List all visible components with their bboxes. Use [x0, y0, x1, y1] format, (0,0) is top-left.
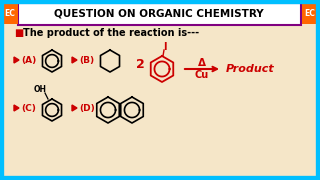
Text: (A): (A) — [21, 55, 36, 64]
Polygon shape — [14, 105, 19, 111]
Text: EC: EC — [305, 10, 316, 19]
FancyBboxPatch shape — [18, 3, 301, 25]
Text: Product: Product — [226, 64, 275, 74]
Text: I: I — [163, 42, 167, 52]
Text: OH: OH — [34, 86, 46, 94]
Text: (D): (D) — [79, 103, 95, 112]
Text: EC: EC — [4, 10, 15, 19]
Polygon shape — [72, 105, 77, 111]
FancyBboxPatch shape — [302, 4, 318, 24]
Text: (C): (C) — [21, 103, 36, 112]
Text: (B): (B) — [79, 55, 94, 64]
FancyArrowPatch shape — [185, 67, 217, 71]
Polygon shape — [72, 57, 77, 63]
Text: QUESTION ON ORGANIC CHEMISTRY: QUESTION ON ORGANIC CHEMISTRY — [54, 9, 264, 19]
Text: Cu: Cu — [195, 70, 209, 80]
Text: ■: ■ — [14, 28, 23, 38]
Text: 2: 2 — [136, 58, 144, 71]
Polygon shape — [14, 57, 19, 63]
Text: The product of the reaction is---: The product of the reaction is--- — [23, 28, 199, 38]
FancyBboxPatch shape — [2, 4, 18, 24]
Text: Δ: Δ — [198, 58, 206, 68]
